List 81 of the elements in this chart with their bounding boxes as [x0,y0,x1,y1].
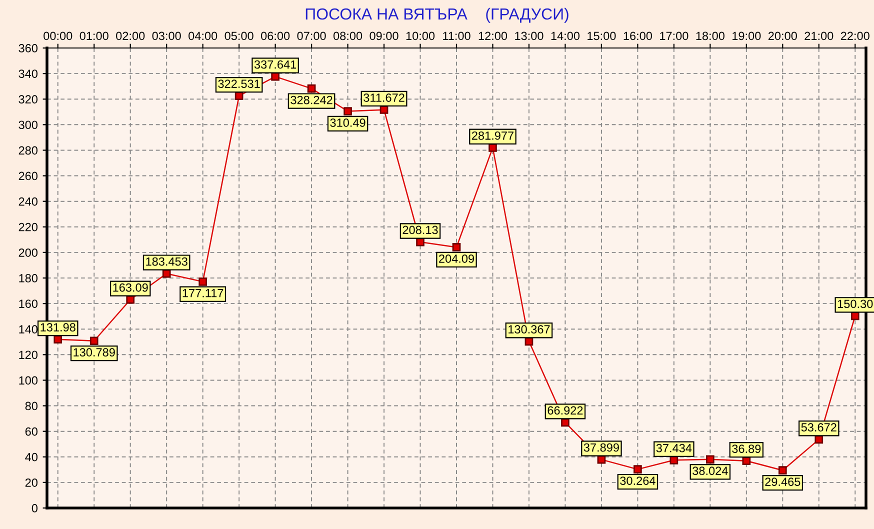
y-tick-label: 240 [18,197,38,206]
data-label: 29.465 [765,478,800,486]
data-label: 36.89 [732,444,761,453]
x-tick-label: 22:00 [840,32,870,40]
x-tick-label: 00:00 [44,32,72,40]
y-tick-label: 180 [19,274,38,282]
x-tick-label: 06:00 [260,32,290,40]
y-tick-label: 40 [25,452,38,462]
x-tick-label: 21:00 [804,32,834,40]
x-tick-label: 19:00 [732,32,761,40]
x-tick-label: 08:00 [333,32,362,40]
x-tick-label: 15:00 [588,32,616,40]
y-tick-label: 360 [18,44,38,52]
data-label: 30.264 [620,476,656,485]
data-label: 163.09 [113,283,148,292]
y-tick-label: 60 [25,427,38,436]
data-label: 150.30 [838,300,873,308]
x-tick-label: 18:00 [696,32,724,40]
point [90,336,98,346]
data-label: 204.09 [439,254,474,263]
point [850,312,860,320]
y-tick-label: 160 [19,300,38,308]
point [488,144,497,152]
point [162,269,171,278]
y-tick-label: 320 [18,95,38,104]
x-tick-label: 05:00 [224,32,254,40]
data-label: 328.242 [290,96,332,104]
x-tick-label: 07:00 [297,32,326,40]
point [452,243,461,252]
y-tick-label: 140 [19,325,38,334]
point [634,465,642,474]
point [814,435,824,444]
point [706,455,714,464]
x-tick-label: 12:00 [478,32,508,40]
data-label: 53.672 [801,423,836,432]
point [742,456,751,466]
y-tick-label: 200 [18,248,38,257]
y-tick-label: 280 [18,146,38,155]
y-tick-label: 100 [19,376,38,385]
data-label: 311.672 [364,94,404,102]
x-tick-label: 04:00 [188,32,218,40]
point [198,278,207,286]
x-tick-label: 11:00 [443,32,470,40]
y-tick-label: 80 [25,402,38,410]
x-tick-label: 09:00 [370,32,398,40]
data-label: 130.367 [508,325,550,334]
point [778,466,787,475]
data-label: 281.977 [472,131,514,140]
y-tick-label: 260 [18,172,38,180]
y-tick-label: 120 [19,350,38,360]
data-label: 177.117 [182,289,224,298]
y-tick-label: 20 [25,478,38,487]
data-label: 130.789 [74,348,115,356]
data-label: 337.641 [254,60,296,69]
x-tick-label: 16:00 [624,32,652,40]
chart-title: ПОСОКА НА ВЯТЪРА (ГРАДУСИ) [306,8,568,23]
data-label: 131.98 [40,323,76,332]
x-tick-label: 20:00 [768,32,797,40]
x-tick-label: 03:00 [152,32,181,40]
point [344,107,352,116]
data-label: 310.49 [330,118,366,127]
x-tick-label: 01:00 [80,32,108,40]
y-tick-label: 340 [18,70,38,78]
y-tick-label: 220 [18,222,38,232]
data-label: 37.434 [656,444,692,452]
data-label: 66.922 [548,406,583,415]
x-tick-label: 02:00 [116,32,145,40]
x-tick-label: 14:00 [551,32,580,40]
y-tick-label: 300 [18,120,38,130]
data-label: 37.899 [584,443,619,452]
data-label: 208.13 [402,226,438,234]
data-label: 322.531 [218,80,260,88]
point [54,335,62,344]
y-tick-label: 0 [32,504,38,512]
point [126,295,135,304]
x-tick-label: 10:00 [406,32,435,40]
x-tick-label: 17:00 [660,32,688,40]
data-label: 38.024 [692,466,728,476]
x-tick-label: 13:00 [515,32,544,40]
data-label: 183.453 [146,257,188,266]
point [307,84,316,93]
